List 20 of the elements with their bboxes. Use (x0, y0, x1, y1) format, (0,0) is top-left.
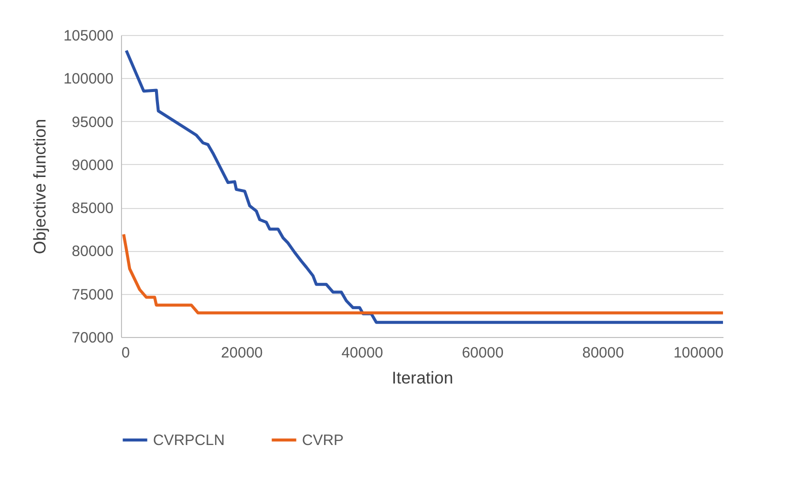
line-series (122, 232, 724, 314)
x-axis-title: Iteration (392, 368, 454, 388)
y-tick-label: 85000 (72, 200, 114, 218)
y-axis-title: Objective function (30, 118, 50, 254)
y-tick-label: 105000 (63, 28, 114, 44)
x-tick-label: 40000 (341, 344, 384, 362)
x-tick-label: 20000 (221, 344, 263, 362)
y-tick-label: 80000 (72, 243, 114, 260)
y-tick-label: 90000 (72, 156, 114, 174)
y-tick-label: 95000 (72, 114, 114, 131)
legend-label: CVRPCLN (153, 432, 225, 449)
x-tick-label: 60000 (462, 344, 504, 362)
y-tick-label: 75000 (72, 286, 114, 304)
x-tick-label: 80000 (582, 344, 624, 362)
line-series (124, 49, 724, 324)
x-tick-label: 100000 (673, 344, 724, 362)
y-tick-label: 100000 (63, 70, 114, 88)
legend-label: CVRP (302, 432, 344, 449)
y-tick-label: 70000 (72, 330, 114, 346)
x-tick-label: 0 (122, 344, 130, 362)
